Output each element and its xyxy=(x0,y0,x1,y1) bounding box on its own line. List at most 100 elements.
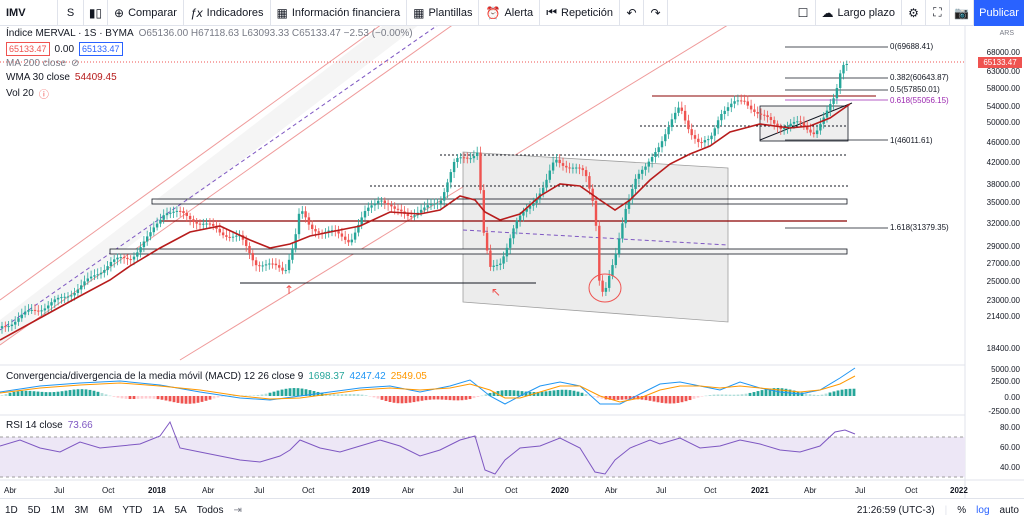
macd-bar xyxy=(812,394,816,396)
macd-bar xyxy=(432,396,436,400)
templates-button[interactable]: ▦ Plantillas xyxy=(407,0,480,26)
macd-bar xyxy=(528,391,532,396)
candle-body xyxy=(485,232,489,251)
time-tick: 2021 xyxy=(751,486,769,495)
macd-bar xyxy=(68,390,72,396)
candle-body xyxy=(835,87,839,99)
gear-icon: ⚙ xyxy=(908,5,919,20)
macd-bar xyxy=(608,396,612,400)
macd-bar xyxy=(664,396,668,404)
volume-legend[interactable]: Vol 20 ⓘ xyxy=(6,86,49,101)
rsi-legend[interactable]: RSI 14 close 73.66 xyxy=(6,420,93,431)
macd-bar xyxy=(616,396,620,400)
bid-price[interactable]: 65133.47 xyxy=(6,42,50,56)
fullscreen-button[interactable]: ⛶ xyxy=(926,0,950,26)
eye-off-icon[interactable]: ⊘ xyxy=(71,58,80,69)
candle-body xyxy=(634,178,637,189)
macd-bar xyxy=(436,396,440,400)
replay-button[interactable]: ⏮ Repetición xyxy=(540,0,620,26)
range-6m[interactable]: 6M xyxy=(98,504,113,516)
candle-body xyxy=(756,111,759,114)
macd-bar xyxy=(492,391,496,396)
goto-date-icon[interactable]: ⇥ xyxy=(233,504,242,516)
range-5d[interactable]: 5D xyxy=(27,504,41,516)
macd-bar xyxy=(428,396,432,400)
candle-body xyxy=(208,223,212,225)
price-tick: 23000.00 xyxy=(986,296,1020,305)
indicators-button[interactable]: ƒx Indicadores xyxy=(184,0,271,26)
range-5a[interactable]: 5A xyxy=(174,504,187,516)
macd-bar xyxy=(176,396,180,403)
clock-time[interactable]: 21:26:59 (UTC-3) xyxy=(856,504,935,516)
macd-bar xyxy=(488,392,492,396)
macd-bar xyxy=(700,396,704,397)
redo-button[interactable]: ↷ xyxy=(644,0,668,26)
macd-bar xyxy=(556,389,560,396)
macd-legend[interactable]: Convergencia/divergencia de la media móv… xyxy=(6,371,427,382)
ma200-legend[interactable]: MA 200 close ⊘ xyxy=(6,58,79,69)
publish-button[interactable]: Publicar xyxy=(974,0,1024,26)
macd-bar xyxy=(644,396,648,401)
candle-body xyxy=(367,207,370,212)
candle-body xyxy=(654,152,657,158)
candle-body xyxy=(730,103,733,108)
macd-bar xyxy=(116,396,120,398)
macd-bar xyxy=(524,391,528,396)
undo-button[interactable]: ↶ xyxy=(620,0,644,26)
chart-canvas[interactable]: ↑ ↖ xyxy=(0,26,1024,498)
candle-body xyxy=(819,123,822,131)
auto-toggle[interactable]: auto xyxy=(999,504,1019,516)
candle-body xyxy=(809,129,812,133)
warning-icon[interactable]: ⓘ xyxy=(38,90,49,101)
macd-bar xyxy=(264,393,268,396)
candle-body xyxy=(307,217,311,225)
up-left-arrow-icon: ↖ xyxy=(491,285,501,299)
range-all[interactable]: Todos xyxy=(196,504,224,516)
percent-toggle[interactable]: % xyxy=(957,504,967,516)
macd-bar xyxy=(624,396,628,400)
ask-price[interactable]: 65133.47 xyxy=(79,42,123,56)
wma-line xyxy=(0,103,851,341)
macd-bar xyxy=(696,396,700,398)
candle-body xyxy=(23,311,27,315)
candle-body xyxy=(14,321,17,325)
fib-label-1618: 1.618(31379.35) xyxy=(890,223,949,232)
candle-body xyxy=(271,263,274,265)
macd-bar xyxy=(688,396,692,401)
log-toggle[interactable]: log xyxy=(976,504,990,516)
symbol-search[interactable]: IMV xyxy=(0,0,58,26)
settings-button[interactable]: ⚙ xyxy=(902,0,926,26)
saved-layout-button[interactable]: ☁ Largo plazo xyxy=(816,0,902,26)
candle-body xyxy=(360,217,363,225)
layout-select-button[interactable]: ☐ xyxy=(792,0,816,26)
candle-body xyxy=(344,236,347,240)
candle-body xyxy=(542,187,545,194)
compare-button[interactable]: ⊕ Comparar xyxy=(108,0,184,26)
candle-body xyxy=(433,203,436,205)
range-ytd[interactable]: YTD xyxy=(122,504,143,516)
candle-body xyxy=(149,232,152,237)
alert-button[interactable]: ⏰ Alerta xyxy=(479,0,541,26)
bar-style-button[interactable]: ▮▯ xyxy=(84,0,108,26)
macd-bar xyxy=(808,394,812,396)
candle-body xyxy=(700,142,703,144)
candle-body xyxy=(50,302,53,306)
time-tick: Oct xyxy=(505,486,518,495)
range-1m[interactable]: 1M xyxy=(50,504,65,516)
interval-button[interactable]: S xyxy=(58,0,84,26)
wma30-legend[interactable]: WMA 30 close 54409.45 xyxy=(6,72,117,83)
range-3m[interactable]: 3M xyxy=(74,504,89,516)
time-tick: Oct xyxy=(905,486,918,495)
parallel-channel-mid xyxy=(462,229,729,246)
range-1d[interactable]: 1D xyxy=(5,504,18,516)
range-1a[interactable]: 1A xyxy=(152,504,165,516)
macd-bar xyxy=(772,388,776,396)
snapshot-button[interactable]: 📷 xyxy=(950,0,974,26)
macd-bar xyxy=(800,392,804,396)
macd-bar xyxy=(72,389,76,396)
financials-button[interactable]: ▦ Información financiera xyxy=(271,0,408,26)
macd-bar xyxy=(8,392,12,396)
candle-body xyxy=(548,170,551,180)
candle-body xyxy=(608,275,611,288)
candle-body xyxy=(515,220,518,229)
